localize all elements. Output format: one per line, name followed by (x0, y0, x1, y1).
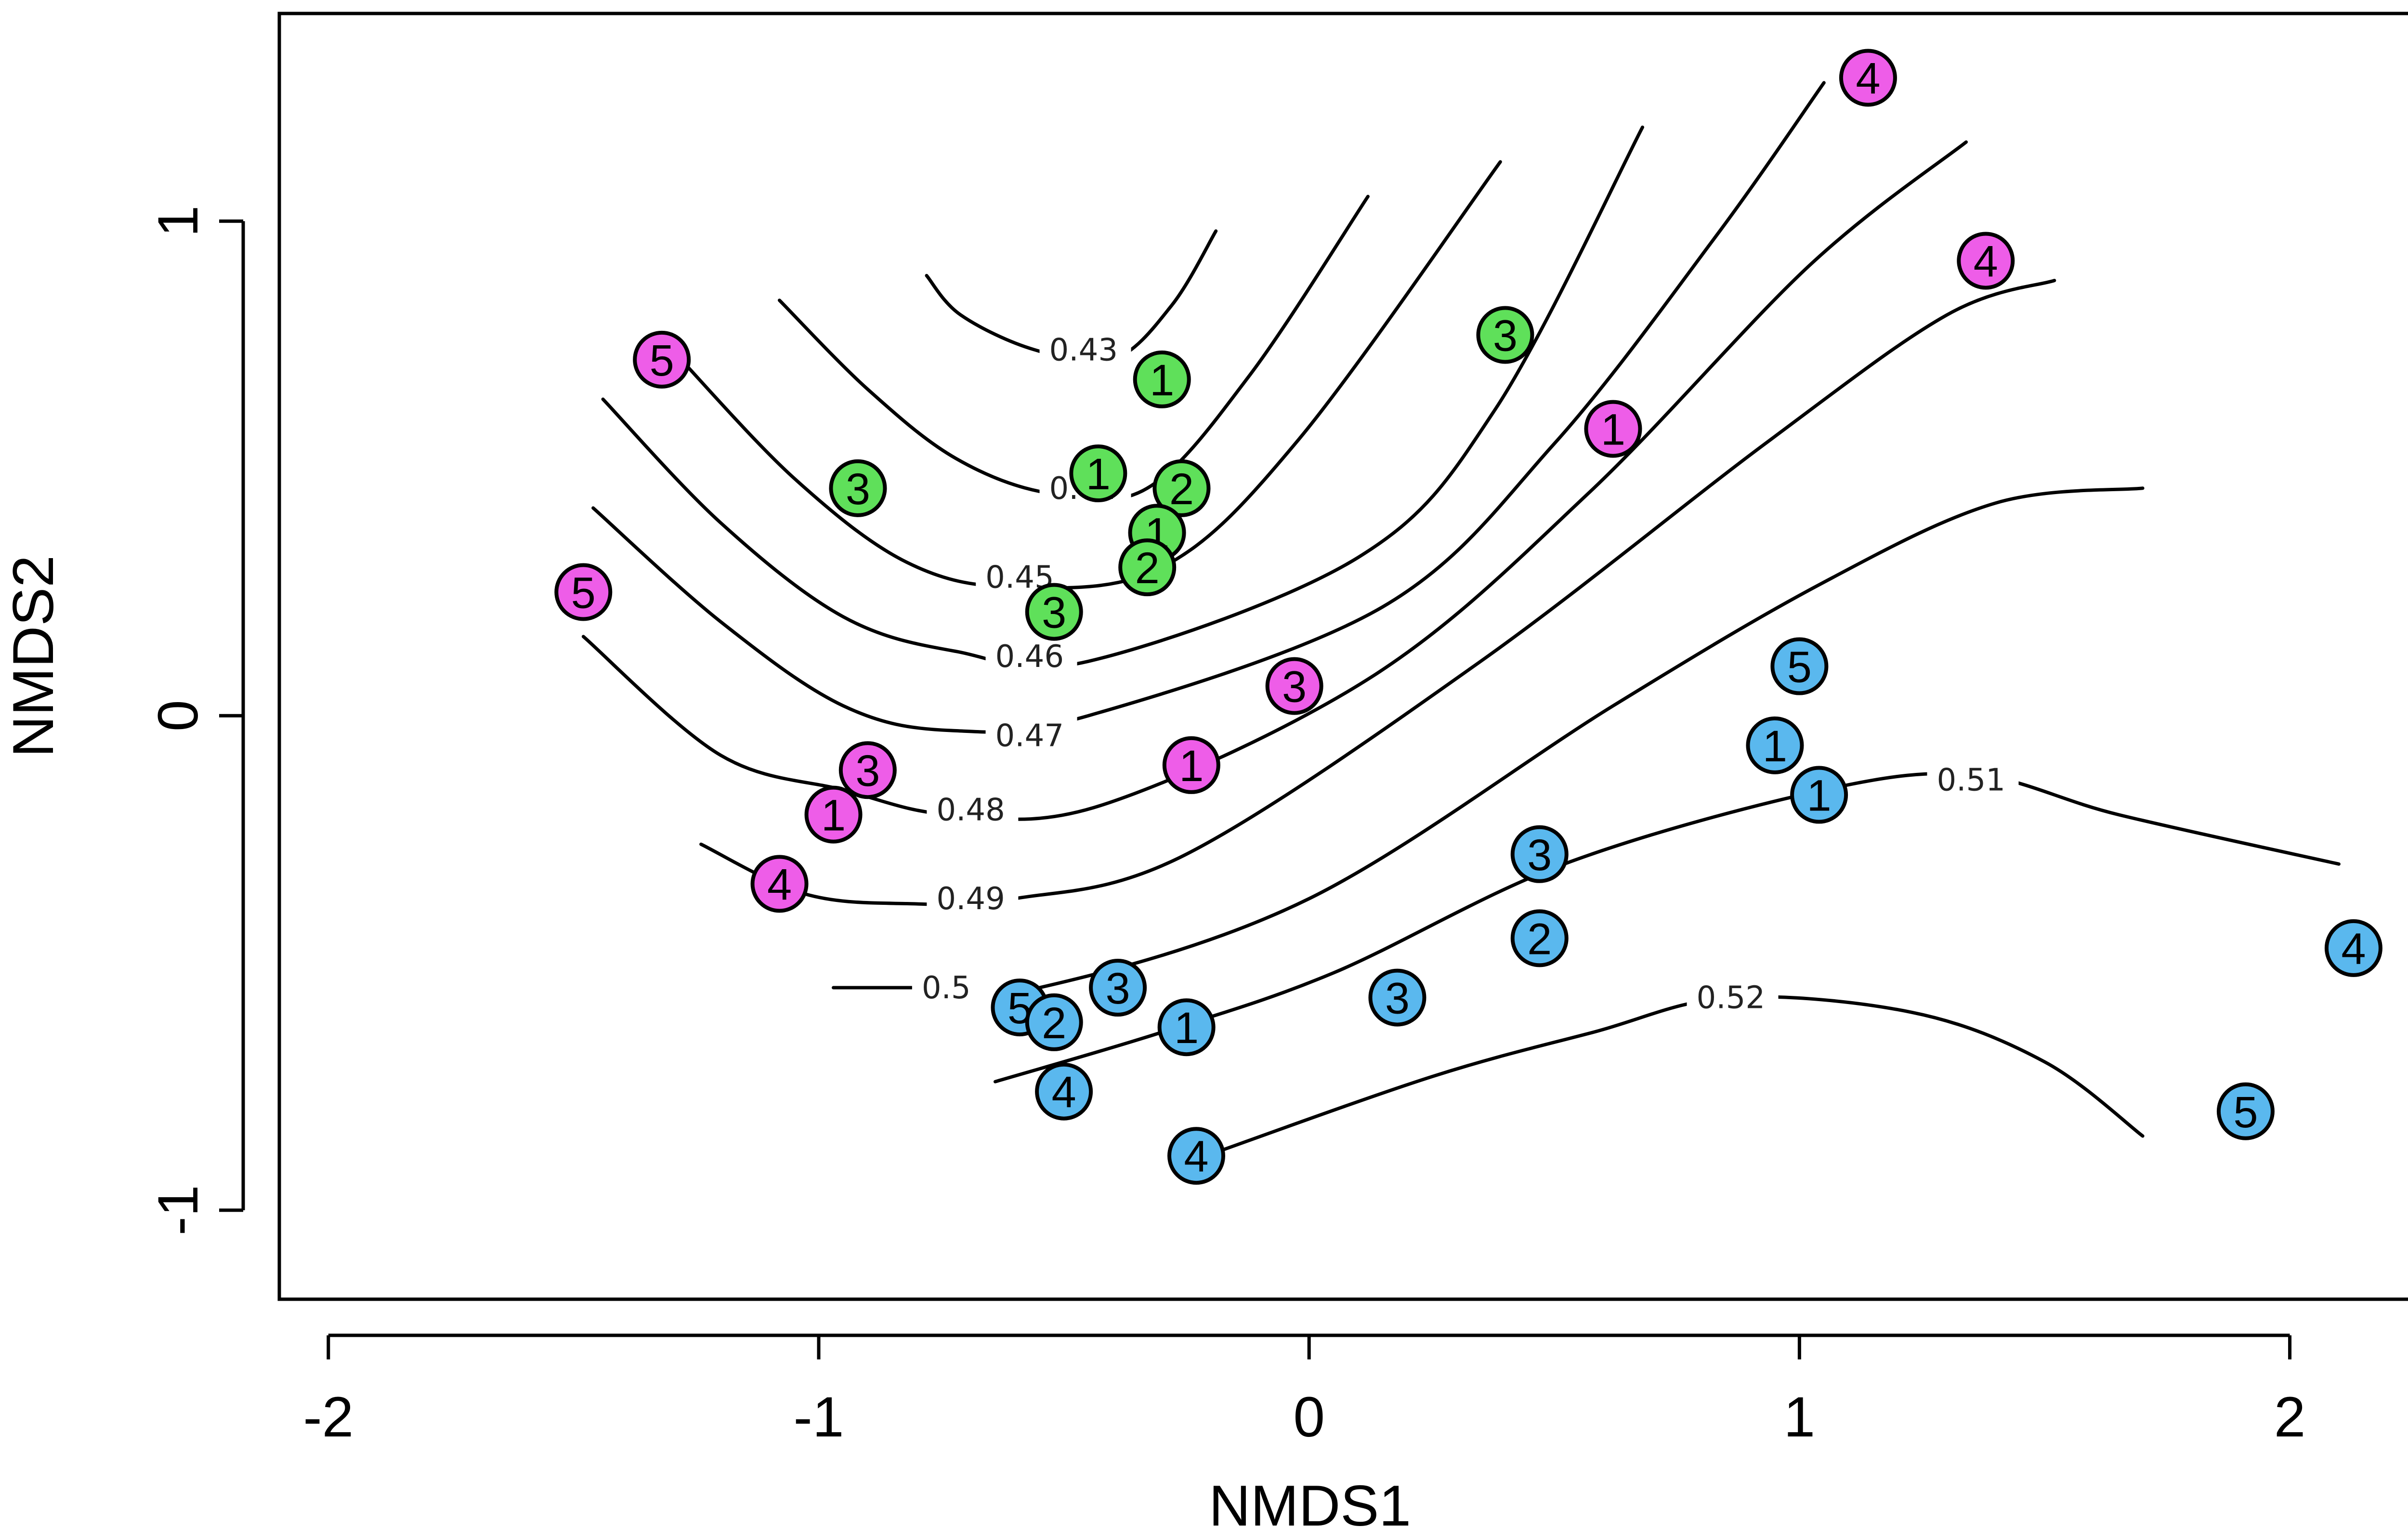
point-label: 2 (1135, 544, 1160, 593)
y-axis: -1 0 1 NMDS2 (1, 205, 245, 1236)
point-label: 3 (1493, 312, 1518, 361)
point-marker (554, 563, 613, 621)
point-marker (1035, 1062, 1093, 1121)
point-marker (1957, 232, 2015, 290)
x-tick-label: 2 (2274, 1385, 2306, 1449)
point-label: 2 (1527, 914, 1552, 964)
contour-label-gap (1039, 326, 1131, 365)
x-tick-label: 1 (1784, 1385, 1816, 1449)
contour-label: 0.48 (936, 792, 1005, 828)
contour-label: 0.47 (995, 718, 1064, 754)
point-label: 4 (1184, 1132, 1208, 1181)
point-marker (1152, 459, 1211, 517)
y-tick-label: 0 (146, 700, 210, 731)
point-label: 5 (571, 569, 596, 618)
contour-line (1204, 995, 2145, 1158)
point-marker (1133, 350, 1191, 408)
point-label: 4 (2341, 925, 2366, 974)
point-label: 2 (1042, 999, 1066, 1048)
point-label: 3 (855, 746, 880, 796)
point-label: 4 (767, 860, 792, 909)
plot-frame (277, 12, 2408, 1301)
point-label: 4 (1974, 237, 1998, 286)
point-label: 1 (1174, 1004, 1199, 1053)
point-marker (1265, 657, 1323, 715)
contour-label-gap (1687, 973, 1779, 1012)
point-marker (1584, 400, 1642, 458)
contour-line (675, 160, 1502, 590)
contour-label-gap (912, 964, 1004, 1003)
point-marker (1368, 968, 1426, 1027)
contour-label: 0.51 (1937, 763, 2005, 798)
contour-label-gap (927, 785, 1019, 824)
y-ticks: -1 0 1 (146, 205, 245, 1236)
point-marker (1069, 444, 1127, 503)
point-label: 5 (650, 336, 674, 385)
x-axis: -2 -1 0 1 2 NMDS1 (303, 1333, 2306, 1538)
x-tick-label: -1 (794, 1385, 844, 1449)
point-marker (2216, 1082, 2275, 1140)
y-axis-title: NMDS2 (1, 555, 65, 757)
point-marker (1157, 998, 1216, 1057)
point-marker (804, 785, 863, 844)
point-label: 1 (1086, 450, 1111, 499)
point-marker (1089, 959, 1147, 1017)
x-tick-label: -2 (303, 1385, 353, 1449)
point-label: 5 (1787, 643, 1812, 692)
x-tick-label: 0 (1293, 1385, 1325, 1449)
point-marker (1839, 49, 1897, 107)
point-marker (1746, 716, 1804, 774)
contour-lines: 0.430.440.450.460.470.480.490.50.510.52 (581, 81, 2341, 1158)
point-marker (1162, 736, 1220, 794)
point-marker (750, 855, 809, 913)
point-label: 1 (1601, 405, 1625, 455)
point-marker (2324, 919, 2382, 977)
point-marker (633, 330, 691, 389)
point-marker (1025, 993, 1083, 1051)
point-label: 3 (1527, 831, 1552, 880)
contour-line (601, 125, 1644, 669)
point-label: 3 (846, 465, 870, 514)
x-axis-title: NMDS1 (1209, 1474, 1411, 1538)
contour-label-gap (927, 874, 1019, 914)
point-marker (1790, 766, 1848, 824)
point-marker (829, 459, 887, 517)
point-marker (1476, 306, 1534, 364)
point-marker (1025, 583, 1083, 641)
y-tick-label: -1 (146, 1185, 210, 1236)
point-marker (1167, 1127, 1225, 1185)
point-label: 1 (1807, 771, 1832, 821)
point-label: 3 (1385, 974, 1410, 1023)
point-marker (1510, 825, 1569, 883)
point-marker (1510, 909, 1569, 967)
y-tick-label: 1 (146, 205, 210, 237)
point-label: 3 (1282, 663, 1307, 712)
point-label: 4 (1856, 54, 1880, 104)
point-label: 1 (1763, 722, 1787, 771)
point-label: 1 (1150, 356, 1174, 405)
point-label: 4 (1052, 1068, 1076, 1117)
contour-line (699, 279, 2056, 907)
contour-label-gap (1927, 756, 2019, 795)
point-label: 1 (821, 791, 846, 840)
point-marker (1118, 538, 1177, 597)
contour-label: 0.5 (922, 970, 971, 1006)
point-label: 3 (1042, 588, 1066, 638)
point-marker (1770, 637, 1829, 695)
contour-label: 0.46 (995, 639, 1064, 675)
x-ticks: -2 -1 0 1 2 (303, 1333, 2306, 1449)
point-label: 1 (1179, 742, 1204, 791)
contour-label: 0.52 (1697, 980, 1766, 1016)
contour-label: 0.49 (936, 881, 1005, 917)
contour-label-gap (985, 711, 1077, 750)
point-marker (838, 741, 897, 799)
point-label: 2 (1169, 465, 1194, 514)
contour-line (581, 140, 1968, 821)
point-label: 3 (1106, 964, 1130, 1013)
point-label: 5 (2233, 1088, 2258, 1137)
contour-label: 0.43 (1049, 332, 1118, 368)
contour-line (591, 81, 1826, 734)
